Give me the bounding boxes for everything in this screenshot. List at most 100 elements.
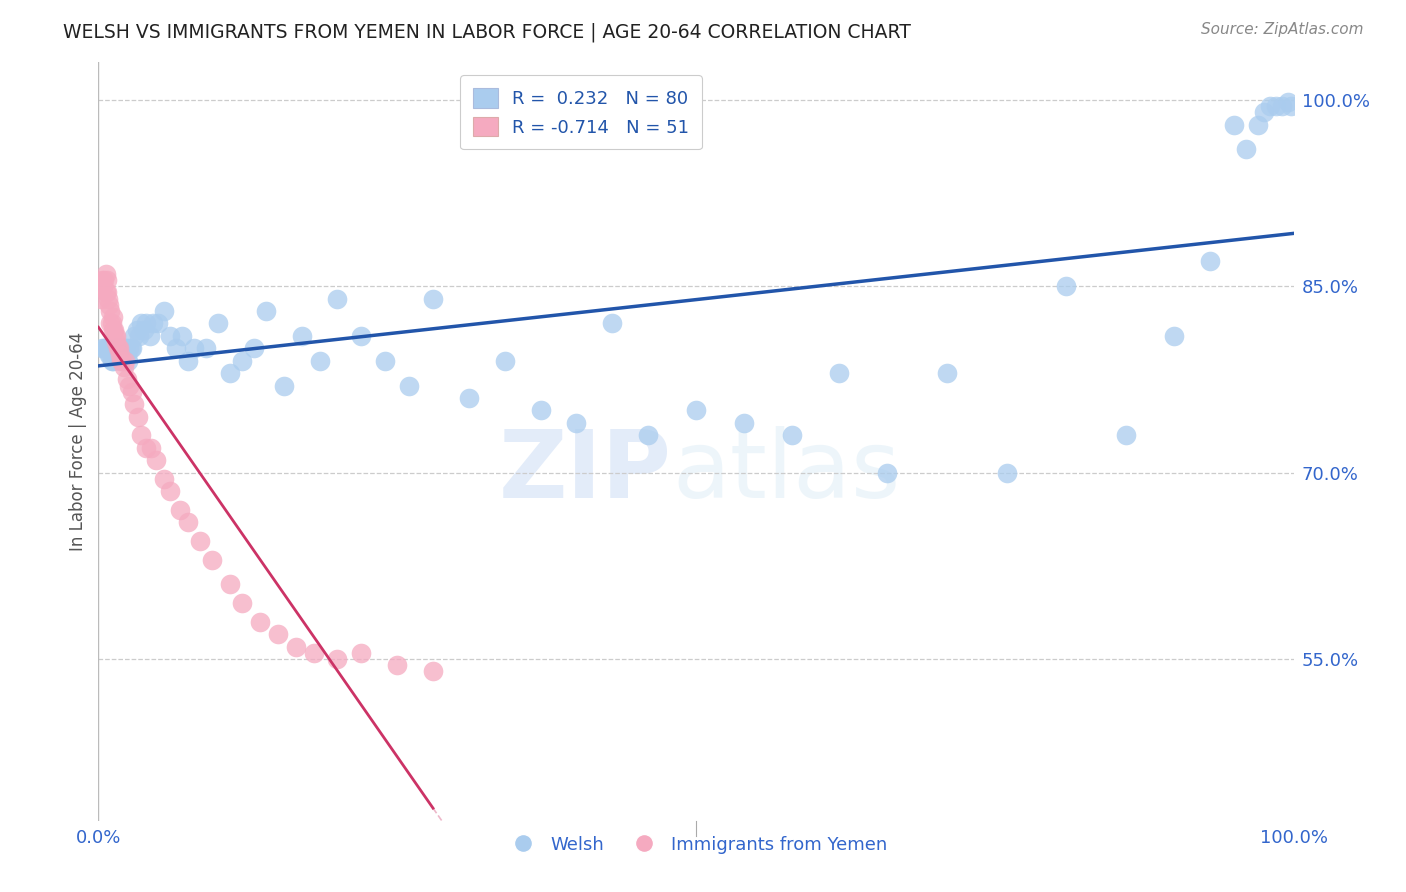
Point xyxy=(422,665,444,679)
Point xyxy=(326,652,349,666)
Point xyxy=(94,285,117,300)
Point xyxy=(98,298,121,312)
Point xyxy=(780,428,803,442)
Point xyxy=(118,378,141,392)
Point xyxy=(172,329,194,343)
Point xyxy=(132,323,155,337)
Point xyxy=(91,341,114,355)
Point xyxy=(302,646,325,660)
Point xyxy=(107,341,129,355)
Point xyxy=(115,341,138,355)
Point xyxy=(124,397,146,411)
Point xyxy=(1115,428,1137,442)
Legend: Welsh, Immigrants from Yemen: Welsh, Immigrants from Yemen xyxy=(498,829,894,861)
Point xyxy=(114,353,136,368)
Point xyxy=(995,466,1018,480)
Point xyxy=(165,341,187,355)
Point xyxy=(135,317,157,331)
Point xyxy=(159,484,181,499)
Point xyxy=(876,466,898,480)
Point xyxy=(291,329,314,343)
Point xyxy=(115,347,138,361)
Point xyxy=(326,292,349,306)
Point xyxy=(101,323,124,337)
Point xyxy=(114,341,136,355)
Point xyxy=(1271,99,1294,113)
Point xyxy=(110,353,132,368)
Point xyxy=(111,353,134,368)
Point xyxy=(108,347,131,361)
Text: Source: ZipAtlas.com: Source: ZipAtlas.com xyxy=(1201,22,1364,37)
Point xyxy=(733,416,755,430)
Point xyxy=(936,366,959,380)
Point xyxy=(249,615,271,629)
Point xyxy=(104,329,127,343)
Point xyxy=(169,503,191,517)
Point xyxy=(125,323,148,337)
Point xyxy=(828,366,851,380)
Point xyxy=(254,304,277,318)
Point xyxy=(107,341,129,355)
Point xyxy=(131,428,153,442)
Point xyxy=(101,353,124,368)
Point xyxy=(398,378,420,392)
Point xyxy=(96,341,118,355)
Point xyxy=(177,353,200,368)
Point xyxy=(139,329,162,343)
Point xyxy=(97,341,120,355)
Point xyxy=(1277,95,1299,110)
Point xyxy=(1247,118,1270,132)
Point xyxy=(231,353,253,368)
Point xyxy=(105,329,128,343)
Point xyxy=(93,341,115,355)
Point xyxy=(530,403,553,417)
Point xyxy=(494,353,516,368)
Point xyxy=(110,353,132,368)
Point xyxy=(98,317,122,331)
Point xyxy=(100,317,122,331)
Point xyxy=(91,279,114,293)
Point xyxy=(1258,99,1281,113)
Point xyxy=(98,304,122,318)
Point xyxy=(117,353,139,368)
Point xyxy=(637,428,659,442)
Point xyxy=(121,384,143,399)
Point xyxy=(201,552,224,566)
Point xyxy=(685,403,707,417)
Point xyxy=(139,441,162,455)
Point xyxy=(188,533,211,548)
Point xyxy=(127,409,149,424)
Point xyxy=(1264,99,1286,113)
Point xyxy=(121,341,143,355)
Point xyxy=(103,323,125,337)
Point xyxy=(350,646,373,660)
Point xyxy=(120,341,142,355)
Point xyxy=(219,577,242,591)
Point xyxy=(118,341,141,355)
Point xyxy=(142,317,165,331)
Point xyxy=(308,353,330,368)
Text: ZIP: ZIP xyxy=(499,425,672,518)
Point xyxy=(108,347,131,361)
Point xyxy=(101,310,124,325)
Point xyxy=(105,335,128,350)
Point xyxy=(350,329,373,343)
Point xyxy=(94,341,117,355)
Point xyxy=(374,353,396,368)
Point xyxy=(135,441,157,455)
Point xyxy=(243,341,266,355)
Point xyxy=(219,366,242,380)
Point xyxy=(131,317,153,331)
Point xyxy=(100,353,122,368)
Point xyxy=(96,273,118,287)
Text: atlas: atlas xyxy=(672,425,900,518)
Point xyxy=(111,341,134,355)
Y-axis label: In Labor Force | Age 20-64: In Labor Force | Age 20-64 xyxy=(69,332,87,551)
Point xyxy=(103,347,125,361)
Point xyxy=(1279,99,1302,113)
Point xyxy=(422,292,444,306)
Point xyxy=(177,516,200,530)
Point xyxy=(145,453,167,467)
Point xyxy=(104,341,127,355)
Point xyxy=(112,359,135,374)
